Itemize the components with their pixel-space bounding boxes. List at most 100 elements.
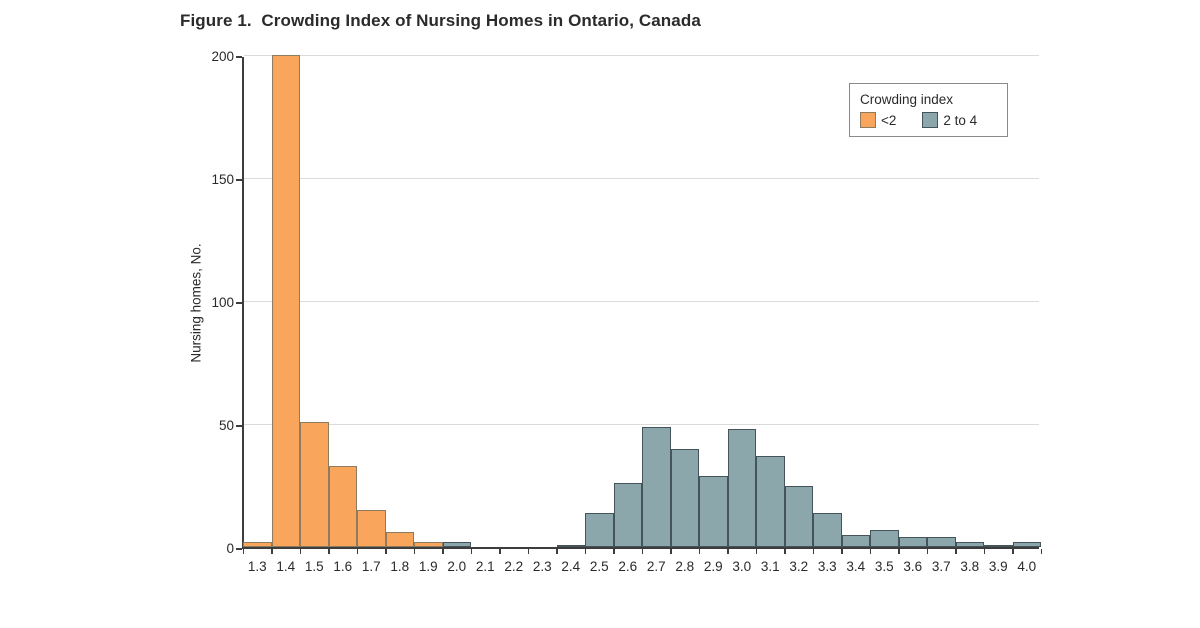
- bar-1.3: [243, 542, 272, 547]
- x-tick-label-2.0: 2.0: [447, 559, 467, 574]
- x-tick-label-2.9: 2.9: [703, 559, 723, 574]
- x-tick-mark: [442, 549, 444, 554]
- gridline-200: [244, 55, 1039, 56]
- x-tick-mark: [299, 549, 301, 554]
- bar-1.9: [414, 542, 443, 547]
- bar-3.1: [756, 456, 785, 547]
- x-tick-mark: [271, 549, 273, 554]
- legend-swatch-lt2-icon: [860, 112, 876, 128]
- x-tick-label-1.3: 1.3: [247, 559, 267, 574]
- x-tick-label-1.5: 1.5: [304, 559, 324, 574]
- x-tick-mark: [556, 549, 558, 554]
- x-tick-mark: [898, 549, 900, 554]
- bar-3.2: [784, 485, 813, 547]
- x-tick-mark: [356, 549, 358, 554]
- x-tick-label-1.7: 1.7: [361, 559, 381, 574]
- legend-item-lt2: <2: [860, 112, 896, 128]
- x-tick-label-2.7: 2.7: [646, 559, 666, 574]
- y-tick-label-150: 150: [211, 172, 234, 187]
- x-tick-mark: [328, 549, 330, 554]
- x-tick-mark: [527, 549, 529, 554]
- bar-3.0: [727, 428, 756, 547]
- x-tick-label-2.8: 2.8: [675, 559, 695, 574]
- y-tick-mark-0: [236, 548, 242, 550]
- y-tick-mark-50: [236, 425, 242, 427]
- x-tick-mark: [613, 549, 615, 554]
- figure-title: Figure 1. Crowding Index of Nursing Home…: [180, 11, 701, 30]
- y-tick-label-0: 0: [226, 541, 234, 556]
- bar-1.6: [328, 465, 357, 547]
- x-tick-label-2.4: 2.4: [561, 559, 581, 574]
- x-tick-mark: [499, 549, 501, 554]
- x-tick-label-3.9: 3.9: [988, 559, 1008, 574]
- x-tick-label-1.8: 1.8: [390, 559, 410, 574]
- x-tick-mark: [470, 549, 472, 554]
- x-tick-label-3.0: 3.0: [732, 559, 752, 574]
- bar-2.8: [670, 448, 699, 547]
- bar-1.7: [357, 510, 386, 547]
- x-tick-label-3.8: 3.8: [960, 559, 980, 574]
- x-tick-label-2.3: 2.3: [532, 559, 552, 574]
- x-tick-mark: [670, 549, 672, 554]
- bar-3.9: [984, 544, 1013, 547]
- x-tick-mark: [413, 549, 415, 554]
- y-tick-label-50: 50: [218, 418, 234, 433]
- x-tick-label-2.2: 2.2: [504, 559, 524, 574]
- x-tick-label-3.5: 3.5: [874, 559, 894, 574]
- x-tick-label-3.2: 3.2: [789, 559, 809, 574]
- bar-1.8: [385, 532, 414, 547]
- bar-2.6: [613, 483, 642, 547]
- x-tick-mark: [812, 549, 814, 554]
- legend-items: <2 2 to 4: [860, 112, 997, 128]
- x-tick-label-4.0: 4.0: [1017, 559, 1037, 574]
- x-tick-mark: [755, 549, 757, 554]
- x-tick-mark: [385, 549, 387, 554]
- x-tick-mark: [584, 549, 586, 554]
- bar-4.0: [1012, 542, 1041, 547]
- x-tick-mark: [1040, 549, 1042, 554]
- bar-2.0: [442, 542, 471, 547]
- x-tick-mark: [955, 549, 957, 554]
- x-tick-mark: [841, 549, 843, 554]
- bar-3.8: [955, 542, 984, 547]
- x-tick-label-2.6: 2.6: [618, 559, 638, 574]
- x-tick-label-3.3: 3.3: [817, 559, 837, 574]
- x-tick-mark: [983, 549, 985, 554]
- x-tick-mark: [242, 549, 244, 554]
- legend-item-label: <2: [881, 112, 897, 128]
- y-tick-mark-200: [236, 56, 242, 58]
- y-tick-mark-100: [236, 302, 242, 304]
- bar-1.5: [300, 421, 329, 547]
- bar-3.7: [927, 537, 956, 547]
- plot-area: 0 50 100 150 200 1.3 1.4 1.5 1.6 1.7 1.8 1.9 2.0 2.1 2…: [211, 49, 1042, 574]
- legend-item-label: 2 to 4: [943, 112, 978, 128]
- x-tick-mark: [641, 549, 643, 554]
- bar-3.3: [813, 512, 842, 547]
- gridline-100: [244, 301, 1039, 302]
- bar-3.6: [898, 537, 927, 547]
- x-tick-label-1.9: 1.9: [418, 559, 438, 574]
- x-tick-mark: [926, 549, 928, 554]
- y-tick-label-100: 100: [211, 295, 234, 310]
- bar-2.9: [699, 475, 728, 547]
- x-tick-label-2.5: 2.5: [589, 559, 609, 574]
- x-tick-mark: [727, 549, 729, 554]
- bar-1.4: [271, 55, 300, 547]
- bar-3.5: [870, 529, 899, 547]
- y-tick-label-200: 200: [211, 49, 234, 64]
- x-tick-mark: [784, 549, 786, 554]
- x-tick-label-3.6: 3.6: [903, 559, 923, 574]
- gridline-150: [244, 178, 1039, 179]
- x-tick-label-3.4: 3.4: [846, 559, 866, 574]
- y-tick-mark-150: [236, 179, 242, 181]
- bar-2.4: [556, 544, 585, 547]
- x-tick-mark: [869, 549, 871, 554]
- x-tick-mark: [698, 549, 700, 554]
- x-tick-label-1.4: 1.4: [276, 559, 296, 574]
- bar-2.7: [642, 426, 671, 547]
- x-tick-label-2.1: 2.1: [475, 559, 495, 574]
- gridline-50: [244, 424, 1039, 425]
- legend-title: Crowding index: [860, 92, 954, 107]
- x-tick-label-3.1: 3.1: [760, 559, 780, 574]
